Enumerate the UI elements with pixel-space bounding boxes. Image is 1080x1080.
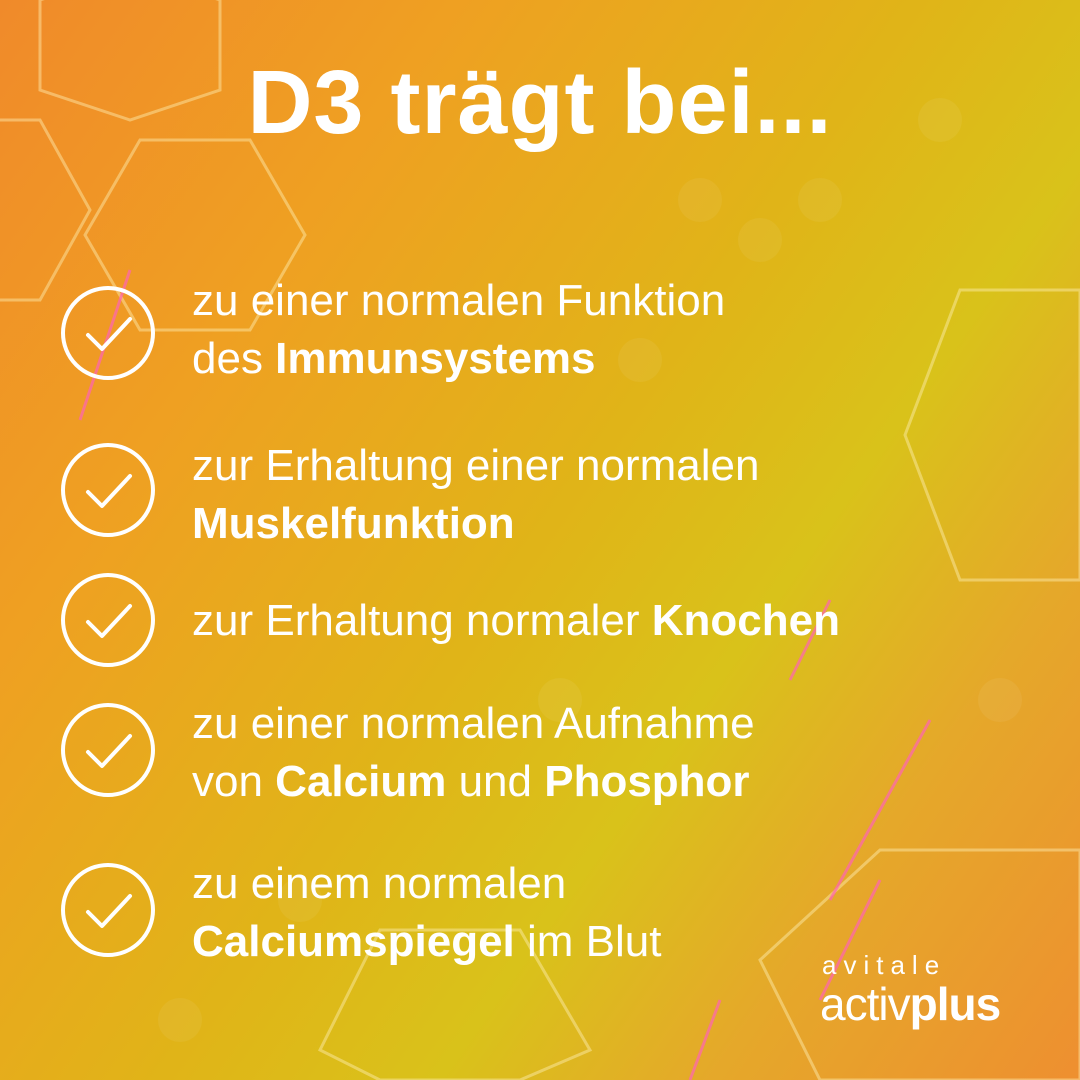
benefit-line: zu einer normalen Aufnahme	[192, 695, 755, 753]
plain-text: von	[192, 757, 276, 806]
brand-logo: avitale activplus	[820, 950, 1002, 1030]
plain-text: im Blut	[514, 917, 662, 966]
highlight-text: Muskelfunktion	[192, 499, 515, 548]
highlight-text: Immunsystems	[275, 334, 596, 383]
benefit-line: zur Erhaltung einer normalen	[192, 437, 759, 495]
logo-product-bold: plus	[909, 978, 1002, 1030]
logo-brand: avitale	[822, 950, 947, 980]
benefit-text: zu einer normalen Funktion des Immunsyste…	[192, 272, 725, 388]
benefit-item: zu einer normalen Funktion des Immunsyste…	[60, 0, 1060, 383]
benefit-line: des Immunsystems	[192, 330, 725, 388]
benefit-text: zu einem normalen Calciumspiegel im Blut	[192, 855, 661, 971]
check-circle-icon	[61, 443, 155, 537]
highlight-text: Calciumspiegel	[192, 917, 515, 966]
benefit-line: zur Erhaltung normaler Knochen	[192, 592, 840, 650]
benefit-item: zur Erhaltung einer normalen Muskelfunkti…	[60, 0, 1060, 548]
benefit-item: zu einem normalen Calciumspiegel im Blut	[60, 0, 1060, 966]
plain-text: und	[446, 757, 545, 806]
plain-text: zu einer normalen Funktion	[192, 276, 726, 325]
benefit-text: zu einer normalen Aufnahme von Calcium un…	[192, 695, 755, 811]
check-circle-icon	[61, 573, 155, 667]
plain-text: zur Erhaltung normaler	[192, 596, 652, 645]
check-circle-icon	[61, 703, 155, 797]
benefit-item: zu einer normalen Aufnahme von Calcium un…	[60, 0, 1060, 806]
page-title: D3 trägt bei...	[247, 53, 833, 153]
check-circle-icon	[61, 863, 155, 957]
benefit-text: zur Erhaltung einer normalen Muskelfunkti…	[192, 437, 759, 553]
check-circle-icon	[61, 286, 155, 380]
plain-text: zur Erhaltung einer normalen	[192, 441, 760, 490]
benefit-text: zur Erhaltung normaler Knochen	[192, 592, 840, 650]
benefit-item: zur Erhaltung normaler Knochen	[60, 0, 1060, 667]
highlight-text: Calcium	[275, 757, 447, 806]
plain-text: zu einer normalen Aufnahme	[192, 699, 755, 748]
highlight-text: Phosphor	[544, 757, 750, 806]
benefit-line: zu einem normalen	[192, 855, 661, 913]
benefit-line: Calciumspiegel im Blut	[192, 913, 661, 971]
benefit-line: zu einer normalen Funktion	[192, 272, 725, 330]
highlight-text: Knochen	[651, 596, 840, 645]
plain-text: zu einem normalen	[192, 859, 567, 908]
benefit-line: von Calcium und Phosphor	[192, 753, 755, 811]
benefit-line: Muskelfunktion	[192, 495, 759, 553]
plain-text: des	[192, 334, 276, 383]
logo-product: activplus	[820, 978, 1002, 1030]
logo-product-light: activ	[820, 978, 911, 1030]
